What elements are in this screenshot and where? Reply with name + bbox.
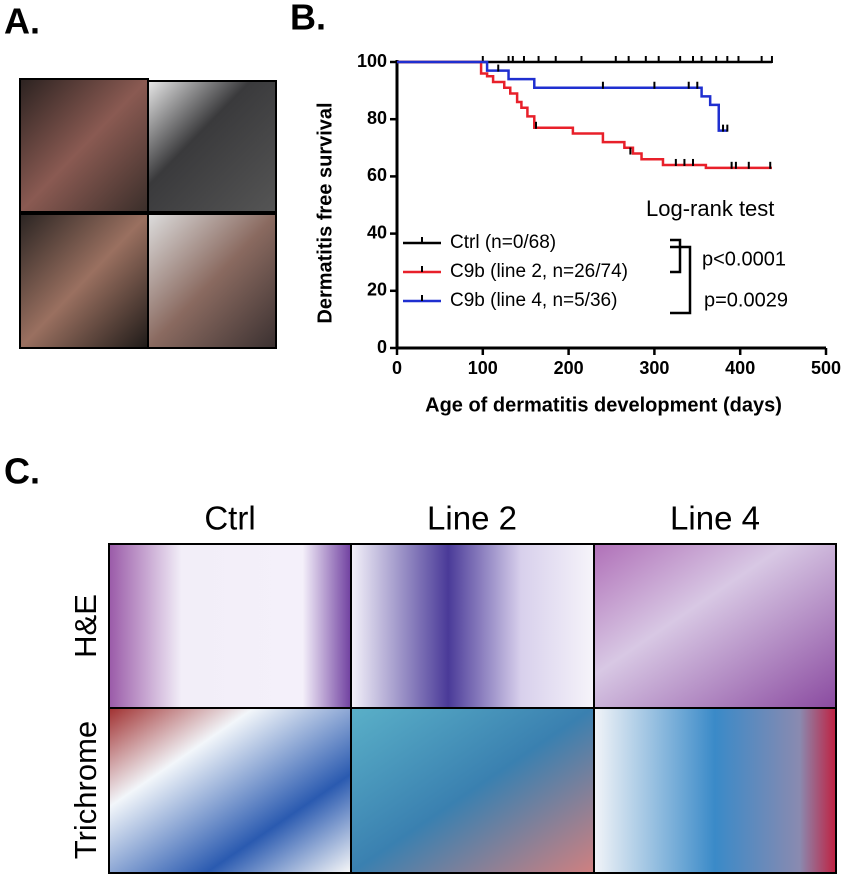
survival-chart: 0 20 40 60 80 100 0 100 200 300 400 500 Age of derma… — [314, 51, 841, 417]
x-tick-label: 200 — [554, 358, 584, 378]
photo — [147, 80, 277, 213]
histology-image — [593, 543, 837, 709]
photo — [147, 213, 277, 349]
bracket — [670, 238, 692, 315]
x-tick-label: 0 — [392, 358, 402, 378]
column-header: Line 4 — [670, 500, 760, 537]
y-tick-label: 20 — [367, 280, 387, 300]
y-tick-label: 60 — [367, 165, 387, 185]
y-tick-label: 0 — [377, 337, 387, 357]
survival-line — [397, 60, 772, 170]
histology-image — [350, 707, 595, 874]
photo — [19, 213, 149, 349]
legend-label: C9b (line 4, n=5/36) — [450, 290, 617, 311]
column-header: Line 2 — [427, 500, 517, 537]
x-tick-label: 100 — [468, 358, 498, 378]
row-header: Trichrome — [68, 721, 103, 859]
row-header: H&E — [68, 594, 103, 658]
y-axis-label: Dermatitis free survival — [314, 102, 336, 323]
y-tick-label: 80 — [367, 108, 387, 128]
x-axis-label: Age of dermatitis development (days) — [425, 394, 782, 416]
panel-label: C. — [4, 451, 40, 492]
panel-label: B. — [290, 0, 326, 38]
histology-image — [108, 543, 352, 709]
photo — [19, 78, 149, 213]
annotation: p<0.0001 — [702, 248, 786, 270]
x-tick-label: 500 — [811, 358, 841, 378]
panel-label: A. — [4, 1, 40, 42]
survival-line — [397, 60, 728, 132]
photo-grid — [19, 78, 277, 349]
x-tick-label: 300 — [639, 358, 669, 378]
histology-image — [108, 707, 352, 874]
histology-image — [350, 543, 595, 709]
histology-image — [593, 707, 837, 874]
legend-label: C9b (line 2, n=26/74) — [450, 261, 628, 282]
annotation: p=0.0029 — [704, 289, 788, 311]
annotation: Log-rank test — [646, 196, 774, 221]
histology-grid — [108, 543, 837, 874]
y-tick-label: 40 — [367, 222, 387, 242]
legend-label: Ctrl (n=0/68) — [450, 232, 556, 253]
column-header: Ctrl — [204, 500, 255, 537]
x-tick-label: 400 — [725, 358, 755, 378]
y-tick-label: 100 — [357, 51, 387, 71]
